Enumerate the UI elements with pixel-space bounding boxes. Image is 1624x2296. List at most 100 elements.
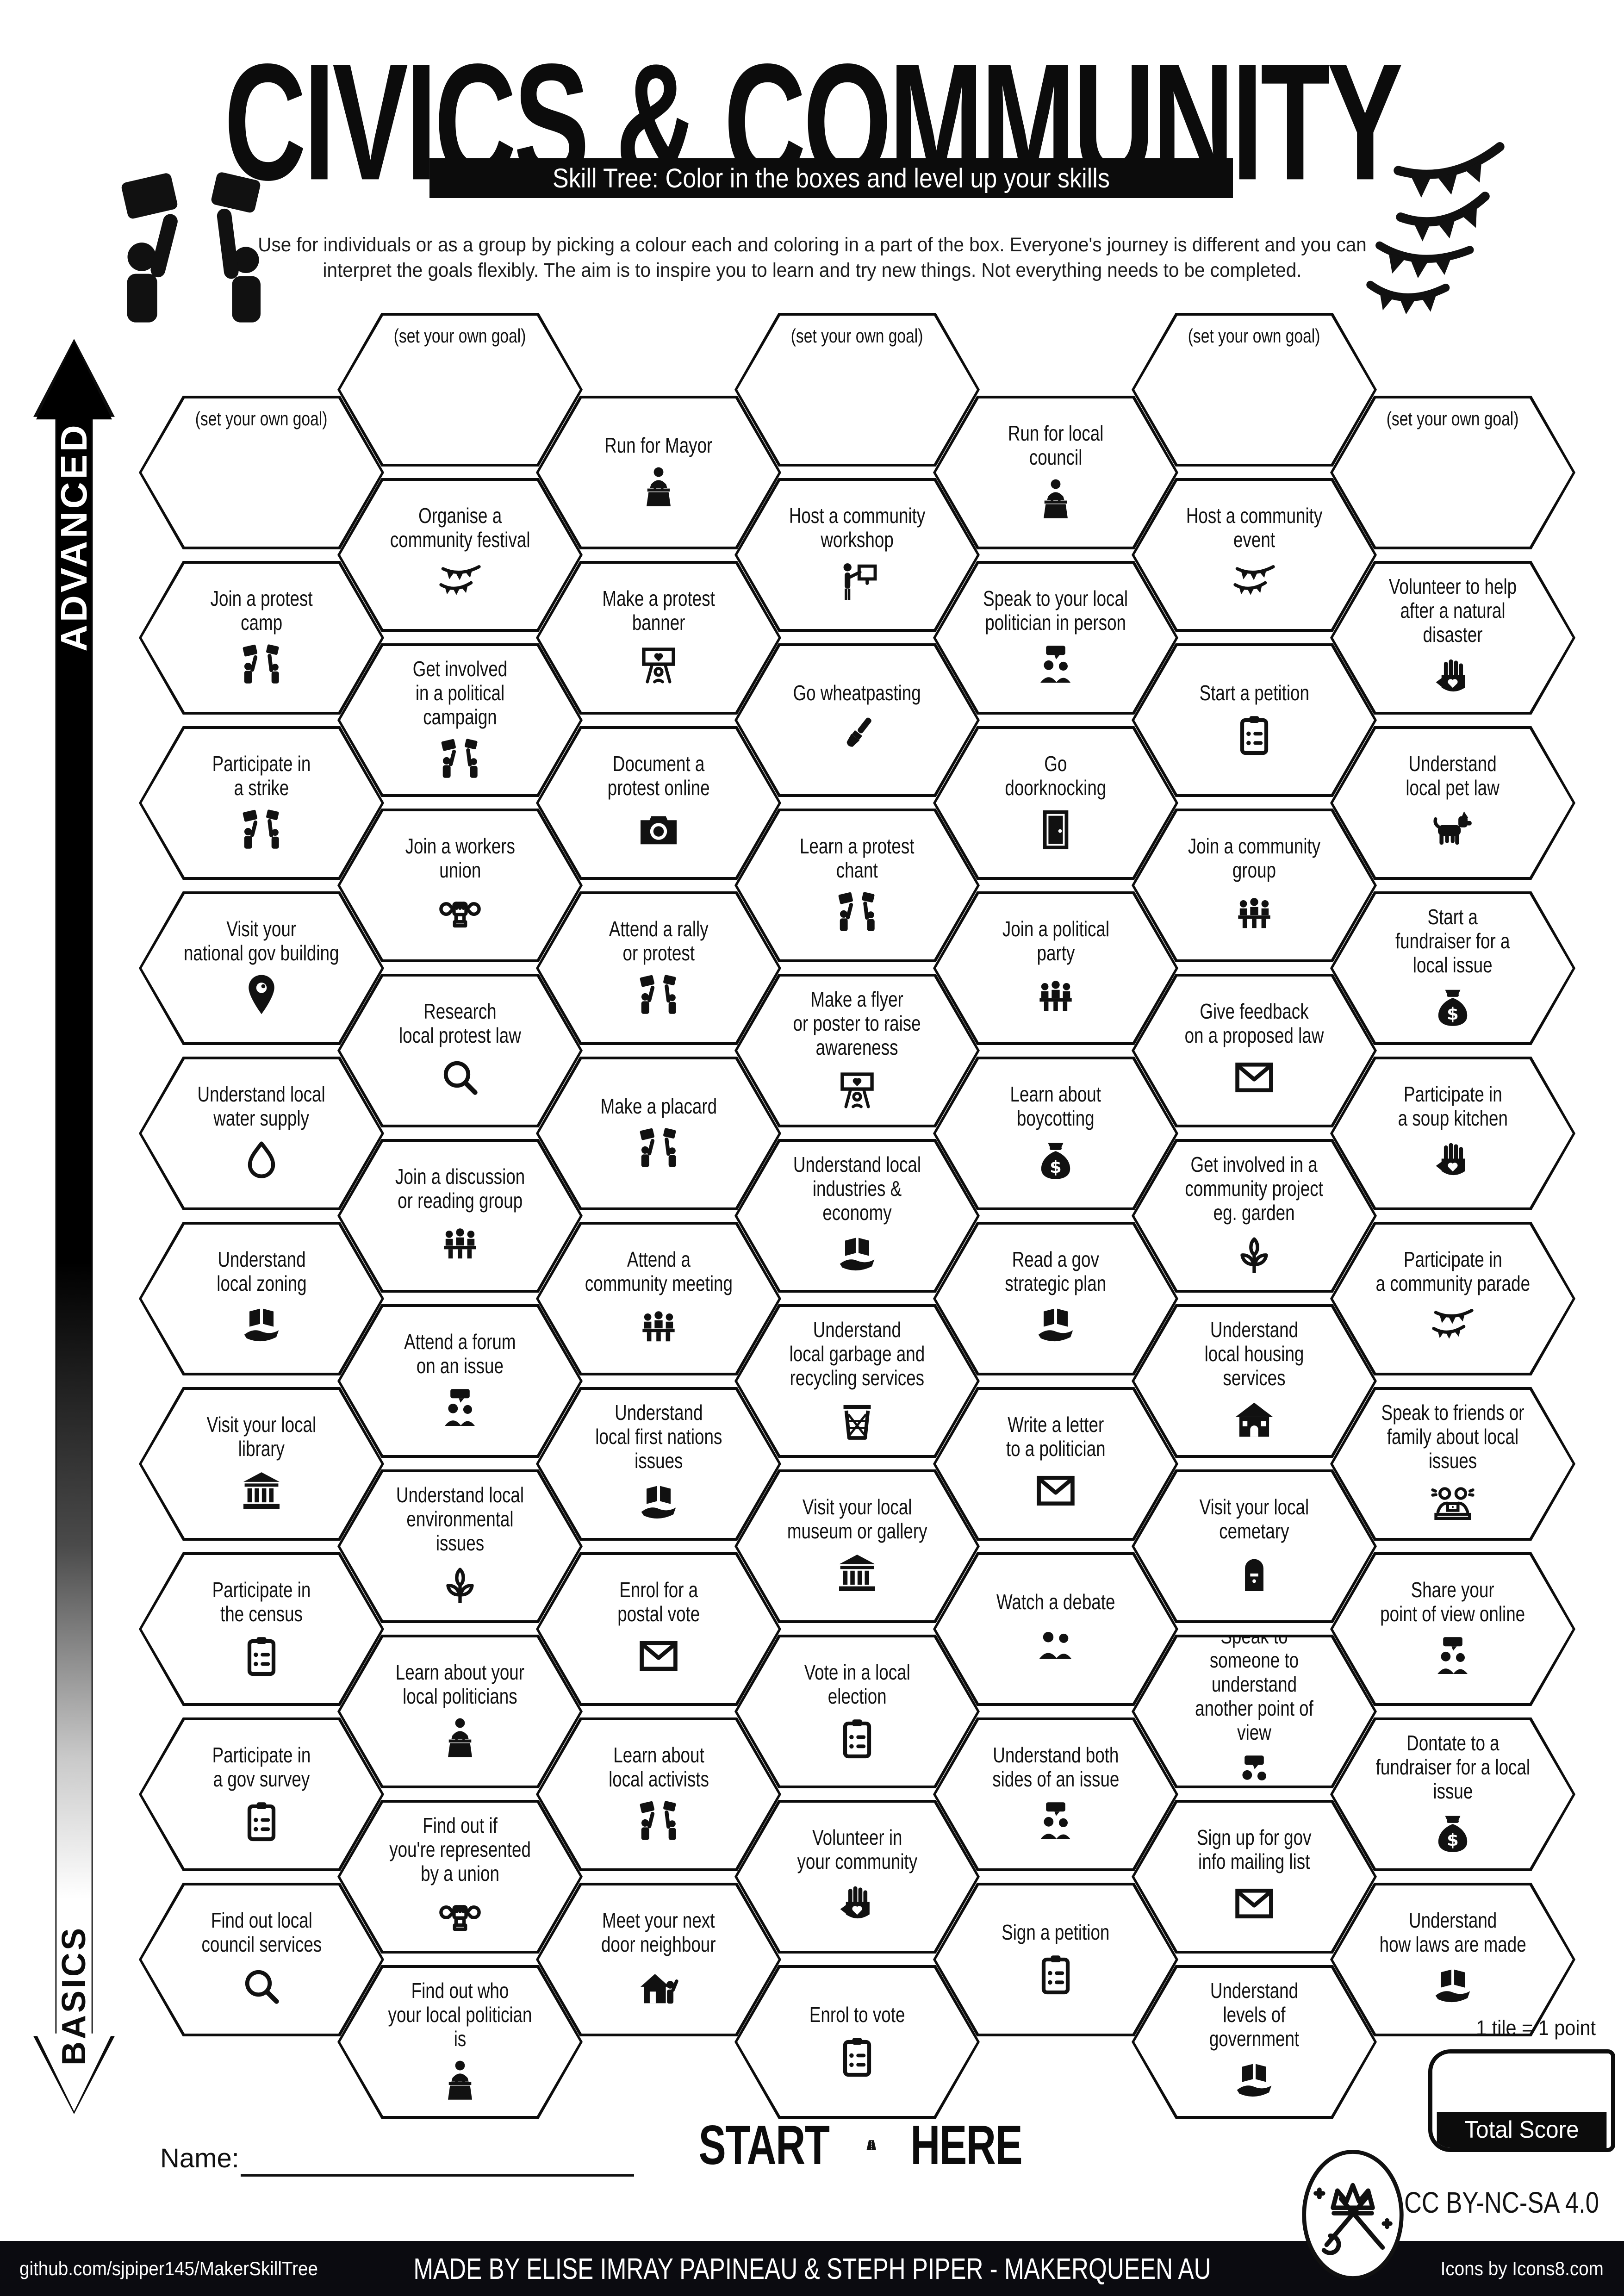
skill-hex-tile[interactable]: Read a gov strategic plan (933, 1222, 1178, 1375)
skill-hex-tile[interactable]: Visit your national gov building (139, 891, 384, 1045)
skill-hex-tile[interactable]: Start a petition (1132, 643, 1377, 797)
skill-hex-tile[interactable]: Vote in a local election (734, 1635, 980, 1788)
skill-hex-tile[interactable]: Host a community event (1132, 478, 1377, 632)
goal-hex-tile[interactable]: (set your own goal) (734, 313, 980, 467)
skill-hex-tile[interactable]: Speak to someone to understand another p… (1132, 1635, 1377, 1788)
skill-hex-tile[interactable]: Write a letter to a politician (933, 1387, 1178, 1541)
footer-icons8-credit[interactable]: Icons by Icons8.com (1440, 2257, 1604, 2279)
goal-hex-tile[interactable]: (set your own goal) (337, 313, 583, 467)
hex-fill: Get involved in a political campaign (340, 646, 580, 794)
hex-label: Attend a forum on an issue (404, 1330, 516, 1378)
skill-hex-tile[interactable]: Understand levels of government (1132, 1965, 1377, 2119)
skill-hex-tile[interactable]: Sign up for gov info mailing list (1132, 1800, 1377, 1954)
skill-hex-tile[interactable]: Organise a community festival (337, 478, 583, 632)
skill-hex-tile[interactable]: Understand local water supply (139, 1057, 384, 1210)
hex-content: Join a discussion or reading group (340, 1142, 580, 1290)
skill-hex-tile[interactable]: Participate in the census (139, 1552, 384, 1706)
skill-hex-tile[interactable]: Participate in a strike (139, 726, 384, 880)
total-score-blank-field[interactable] (1432, 2053, 1611, 2112)
skill-hex-tile[interactable]: Enrol to vote (734, 1965, 980, 2119)
skill-hex-tile[interactable]: Make a protest banner (536, 561, 781, 715)
hex-fill: Learn about your local politicians (340, 1637, 580, 1786)
protest-icon (635, 1797, 683, 1845)
goal-hex-tile[interactable]: (set your own goal) (1132, 313, 1377, 467)
skill-hex-tile[interactable]: Start a fundraiser for a local issue (1330, 891, 1575, 1045)
skill-hex-tile[interactable]: Visit your local cemetary (1132, 1469, 1377, 1623)
skill-hex-tile[interactable]: Understand local environmental issues (337, 1469, 583, 1623)
maphand-icon (635, 1479, 683, 1527)
moneybag-icon (1429, 1809, 1477, 1857)
hex-content: Learn about local activists (539, 1720, 778, 1868)
skill-hex-tile[interactable]: Meet your next door neighbour (536, 1883, 781, 2036)
skill-hex-tile[interactable]: Understand how laws are made (1330, 1883, 1575, 2036)
skill-hex-tile[interactable]: Learn about local activists (536, 1717, 781, 1871)
clipboard-icon (237, 1632, 286, 1680)
skill-hex-tile[interactable]: Learn about boycotting (933, 1057, 1178, 1210)
skill-hex-tile[interactable]: Understand local housing services (1132, 1304, 1377, 1458)
skill-hex-tile[interactable]: Attend a community meeting (536, 1222, 781, 1375)
hex-label: Get involved in a political campaign (412, 657, 508, 729)
skill-hex-tile[interactable]: Dontate to a fundraiser for a local issu… (1330, 1717, 1575, 1871)
goal-hex-tile[interactable]: (set your own goal) (139, 396, 384, 549)
skill-hex-tile[interactable]: Understand local industries & economy (734, 1139, 980, 1293)
skill-hex-tile[interactable]: Join a discussion or reading group (337, 1139, 583, 1293)
skill-hex-tile[interactable]: Give feedback on a proposed law (1132, 974, 1377, 1127)
skill-hex-tile[interactable]: Participate in a soup kitchen (1330, 1057, 1575, 1210)
hex-content: Sign a petition (936, 1885, 1176, 2034)
skill-hex-tile[interactable]: Get involved in a political campaign (337, 643, 583, 797)
podium-icon (436, 1714, 484, 1762)
hex-content: Speak to someone to understand another p… (1134, 1637, 1374, 1786)
skill-hex-tile[interactable]: Join a workers union (337, 809, 583, 962)
hex-label: Understand local housing services (1204, 1318, 1304, 1390)
skill-hex-tile[interactable]: Make a placard (536, 1057, 781, 1210)
skill-hex-tile[interactable]: Find out who your local politician is (337, 1965, 583, 2119)
skill-hex-tile[interactable]: Attend a rally or protest (536, 891, 781, 1045)
skill-hex-tile[interactable]: Go doorknocking (933, 726, 1178, 880)
handheart-icon (1429, 653, 1477, 701)
skill-hex-tile[interactable]: Understand local pet law (1330, 726, 1575, 880)
skill-hex-tile[interactable]: Understand local first nations issues (536, 1387, 781, 1541)
skill-hex-tile[interactable]: Join a community group (1132, 809, 1377, 962)
hex-content: Visit your local museum or gallery (737, 1472, 977, 1620)
skill-hex-tile[interactable]: Find out local council services (139, 1883, 384, 2036)
skill-hex-tile[interactable]: Join a political party (933, 891, 1178, 1045)
skill-hex-tile[interactable]: Speak to your local politician in person (933, 561, 1178, 715)
skill-hex-tile[interactable]: Enrol for a postal vote (536, 1552, 781, 1706)
name-input-line[interactable] (241, 2174, 634, 2177)
skill-hex-tile[interactable]: Run for local council (933, 396, 1178, 549)
skill-hex-tile[interactable]: Sign a petition (933, 1883, 1178, 2036)
skill-hex-tile[interactable]: Go wheatpasting (734, 643, 980, 797)
skill-hex-tile[interactable]: Research local protest law (337, 974, 583, 1127)
skill-hex-tile[interactable]: Document a protest online (536, 726, 781, 880)
skill-hex-tile[interactable]: Understand local garbage and recycling s… (734, 1304, 980, 1458)
skill-hex-tile[interactable]: Understand local zoning (139, 1222, 384, 1375)
skill-hex-tile[interactable]: Find out if you're represented by a unio… (337, 1800, 583, 1954)
goal-hex-tile[interactable]: (set your own goal) (1330, 396, 1575, 549)
skill-hex-tile[interactable]: Visit your local library (139, 1387, 384, 1541)
skill-hex-tile[interactable]: Make a flyer or poster to raise awarenes… (734, 974, 980, 1127)
skill-hex-tile[interactable]: Learn a protest chant (734, 809, 980, 962)
footer-github-link[interactable]: github.com/sjpiper145/MakerSkillTree (19, 2257, 318, 2279)
skill-hex-tile[interactable]: Visit your local museum or gallery (734, 1469, 980, 1623)
hex-label: Start a fundraiser for a local issue (1395, 905, 1510, 977)
skill-hex-tile[interactable]: Watch a debate (933, 1552, 1178, 1706)
skill-hex-tile[interactable]: Understand both sides of an issue (933, 1717, 1178, 1871)
hex-label: Research local protest law (399, 999, 521, 1047)
skill-hex-tile[interactable]: Share your point of view online (1330, 1552, 1575, 1706)
skill-hex-tile[interactable]: Run for Mayor (536, 396, 781, 549)
skill-hex-tile[interactable]: Speak to friends or family about local i… (1330, 1387, 1575, 1541)
skill-hex-tile[interactable]: Participate in a community parade (1330, 1222, 1575, 1375)
skill-hex-tile[interactable]: Volunteer to help after a natural disast… (1330, 561, 1575, 715)
skill-hex-tile[interactable]: Attend a forum on an issue (337, 1304, 583, 1458)
people3-icon (436, 1219, 484, 1267)
skill-hex-tile[interactable]: Volunteer in your community (734, 1800, 980, 1954)
bunting-icon (436, 558, 484, 606)
skill-hex-tile[interactable]: Join a protest camp (139, 561, 384, 715)
skill-hex-tile[interactable]: Host a community workshop (734, 478, 980, 632)
skill-hex-tile[interactable]: Learn about your local politicians (337, 1635, 583, 1788)
skill-hex-tile[interactable]: Get involved in a community project eg. … (1132, 1139, 1377, 1293)
skill-hex-tile[interactable]: Participate in a gov survey (139, 1717, 384, 1871)
hex-fill: Understand local first nations issues (539, 1390, 778, 1538)
hex-fill: Make a protest banner (539, 564, 778, 712)
